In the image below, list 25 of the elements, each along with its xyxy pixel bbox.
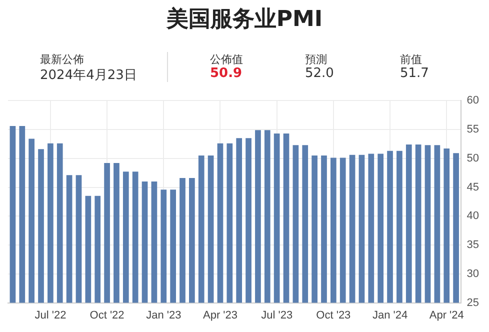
chart-title: 美国服务业PMI bbox=[165, 6, 324, 34]
text: 前值 bbox=[400, 52, 422, 67]
x-tick-label: Apr '23 bbox=[202, 309, 238, 322]
y-tick-label: 50 bbox=[466, 152, 480, 164]
y-tick-label: 30 bbox=[466, 268, 480, 280]
text: 50.9 bbox=[210, 66, 242, 81]
x-tick-label: Jul '23 bbox=[261, 309, 293, 322]
y-tick-label: 40 bbox=[466, 210, 480, 222]
text: 52.0 bbox=[305, 66, 334, 81]
y-tick-label: 55 bbox=[466, 124, 480, 136]
x-tick-label: Jan '23 bbox=[146, 309, 182, 322]
y-tick-label: 45 bbox=[466, 181, 480, 194]
x-tick-label: Jan '24 bbox=[372, 309, 408, 322]
text: 最新公佈 bbox=[40, 52, 84, 67]
x-tick-label: Jul '22 bbox=[34, 309, 66, 322]
y-tick-label: 35 bbox=[466, 239, 480, 252]
x-tick-label: Oct '23 bbox=[316, 309, 351, 322]
y-tick-label: 25 bbox=[466, 296, 480, 309]
x-tick-label: Apr '24 bbox=[429, 309, 464, 322]
text: 公佈值 bbox=[210, 52, 243, 67]
text: 預測 bbox=[305, 52, 327, 67]
text: 2024年4月23日 bbox=[40, 67, 137, 84]
text: 51.7 bbox=[400, 66, 429, 81]
x-tick-label: Oct '22 bbox=[90, 309, 124, 322]
y-tick-label: 60 bbox=[466, 94, 480, 107]
